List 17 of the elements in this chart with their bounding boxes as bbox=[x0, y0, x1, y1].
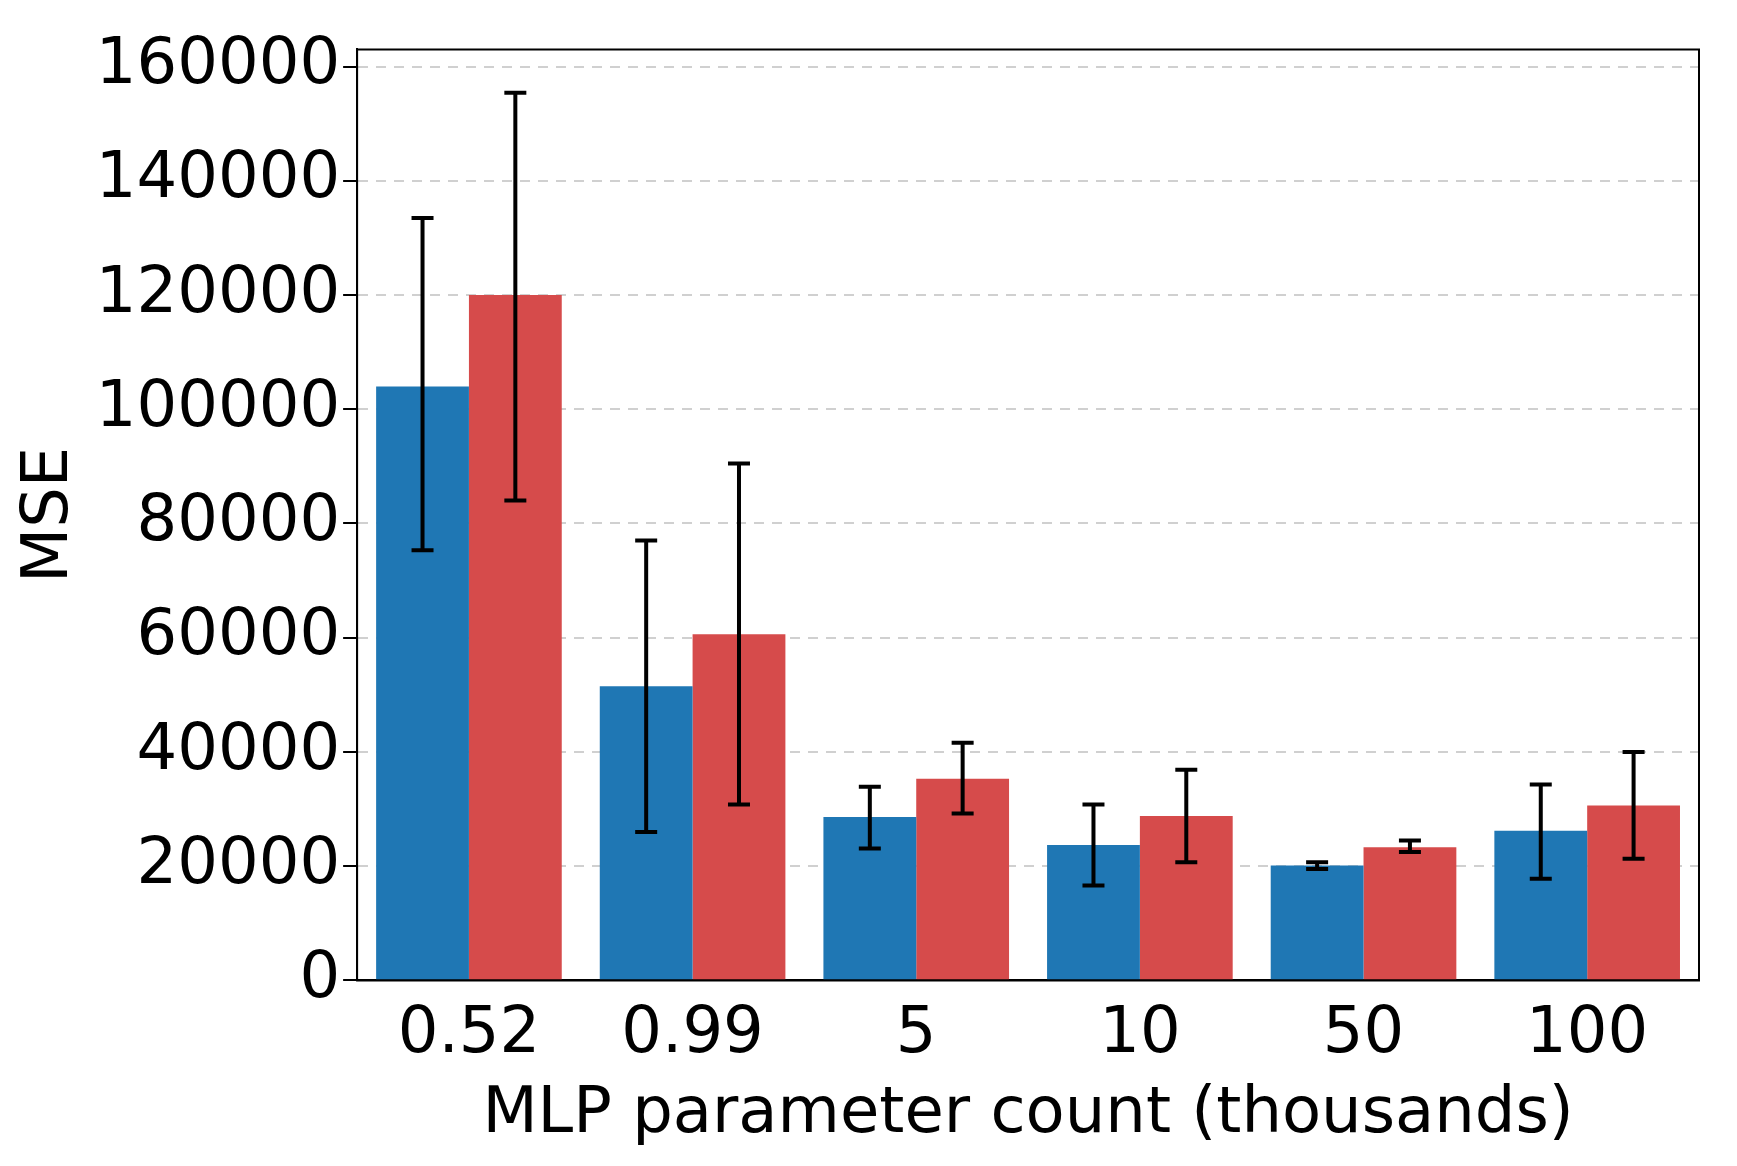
y-tick-label: 120000 bbox=[95, 252, 341, 327]
x-tick-label: 0.99 bbox=[621, 993, 764, 1068]
y-tick-label: 40000 bbox=[136, 709, 341, 784]
y-tick-label: 160000 bbox=[95, 24, 341, 99]
x-tick-label: 10 bbox=[1099, 993, 1181, 1068]
y-tick-label: 100000 bbox=[95, 366, 341, 441]
x-tick-label: 50 bbox=[1322, 993, 1405, 1068]
x-tick-label: 100 bbox=[1526, 993, 1649, 1068]
y-tick-label: 20000 bbox=[136, 823, 341, 898]
y-tick-label: 60000 bbox=[136, 595, 341, 670]
x-tick-label: 0.52 bbox=[397, 993, 541, 1068]
y-tick-label: 80000 bbox=[136, 481, 341, 556]
y-axis-title: MSE bbox=[8, 446, 83, 584]
y-tick-label: 0 bbox=[299, 938, 341, 1013]
y-tick-label: 140000 bbox=[95, 138, 341, 213]
x-axis-title: MLP parameter count (thousands) bbox=[482, 1073, 1574, 1148]
x-tick-label: 5 bbox=[895, 993, 937, 1068]
